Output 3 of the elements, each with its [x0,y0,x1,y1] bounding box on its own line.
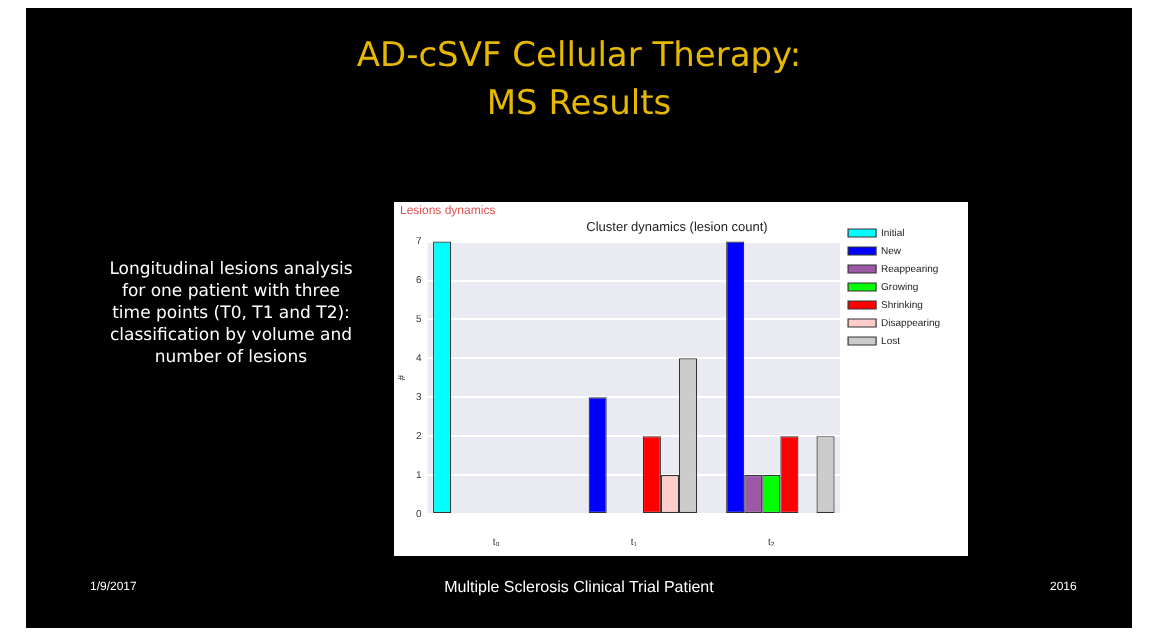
text: Longitudinal lesions analysis for one patient with three time points (T0, T1 and T2): classification by volume and number of lesions [107,260,355,370]
text: Multiple Sclerosis Clinical Trial Patient [444,578,714,596]
chart-title: AD-cSVF Cellular Therapy: MS Results [354,34,804,128]
